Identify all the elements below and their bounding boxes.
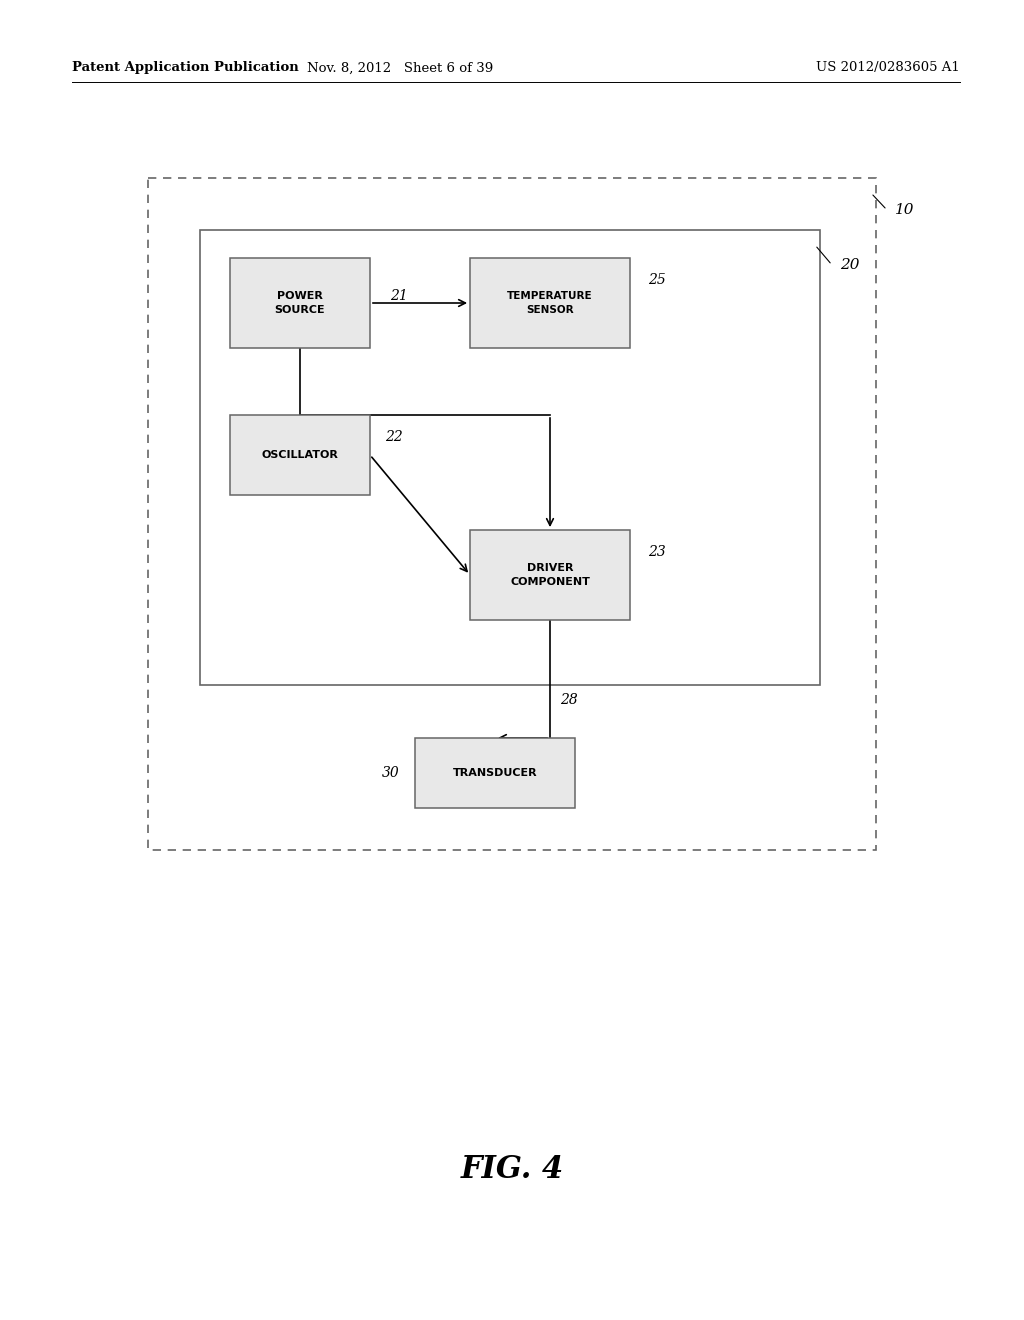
Text: Nov. 8, 2012   Sheet 6 of 39: Nov. 8, 2012 Sheet 6 of 39: [307, 62, 494, 74]
Text: 21: 21: [390, 289, 408, 304]
Bar: [200, 230, 820, 685]
Text: 20: 20: [840, 257, 859, 272]
Bar: [415, 738, 575, 808]
Bar: [148, 178, 876, 850]
Text: FIG. 4: FIG. 4: [461, 1155, 563, 1185]
Text: US 2012/0283605 A1: US 2012/0283605 A1: [816, 62, 961, 74]
Text: TRANSDUCER: TRANSDUCER: [453, 768, 538, 777]
Text: 30: 30: [382, 766, 400, 780]
Bar: [470, 531, 630, 620]
Text: POWER
SOURCE: POWER SOURCE: [274, 292, 326, 314]
Bar: [230, 257, 370, 348]
Text: Patent Application Publication: Patent Application Publication: [72, 62, 299, 74]
Text: 10: 10: [895, 203, 914, 216]
Text: TEMPERATURE
SENSOR: TEMPERATURE SENSOR: [507, 292, 593, 314]
Text: 25: 25: [648, 273, 666, 286]
Text: DRIVER
COMPONENT: DRIVER COMPONENT: [510, 564, 590, 586]
Bar: [230, 414, 370, 495]
Bar: [470, 257, 630, 348]
Text: 22: 22: [385, 430, 402, 444]
Text: 23: 23: [648, 545, 666, 558]
Text: 28: 28: [560, 693, 578, 708]
Text: OSCILLATOR: OSCILLATOR: [261, 450, 339, 459]
